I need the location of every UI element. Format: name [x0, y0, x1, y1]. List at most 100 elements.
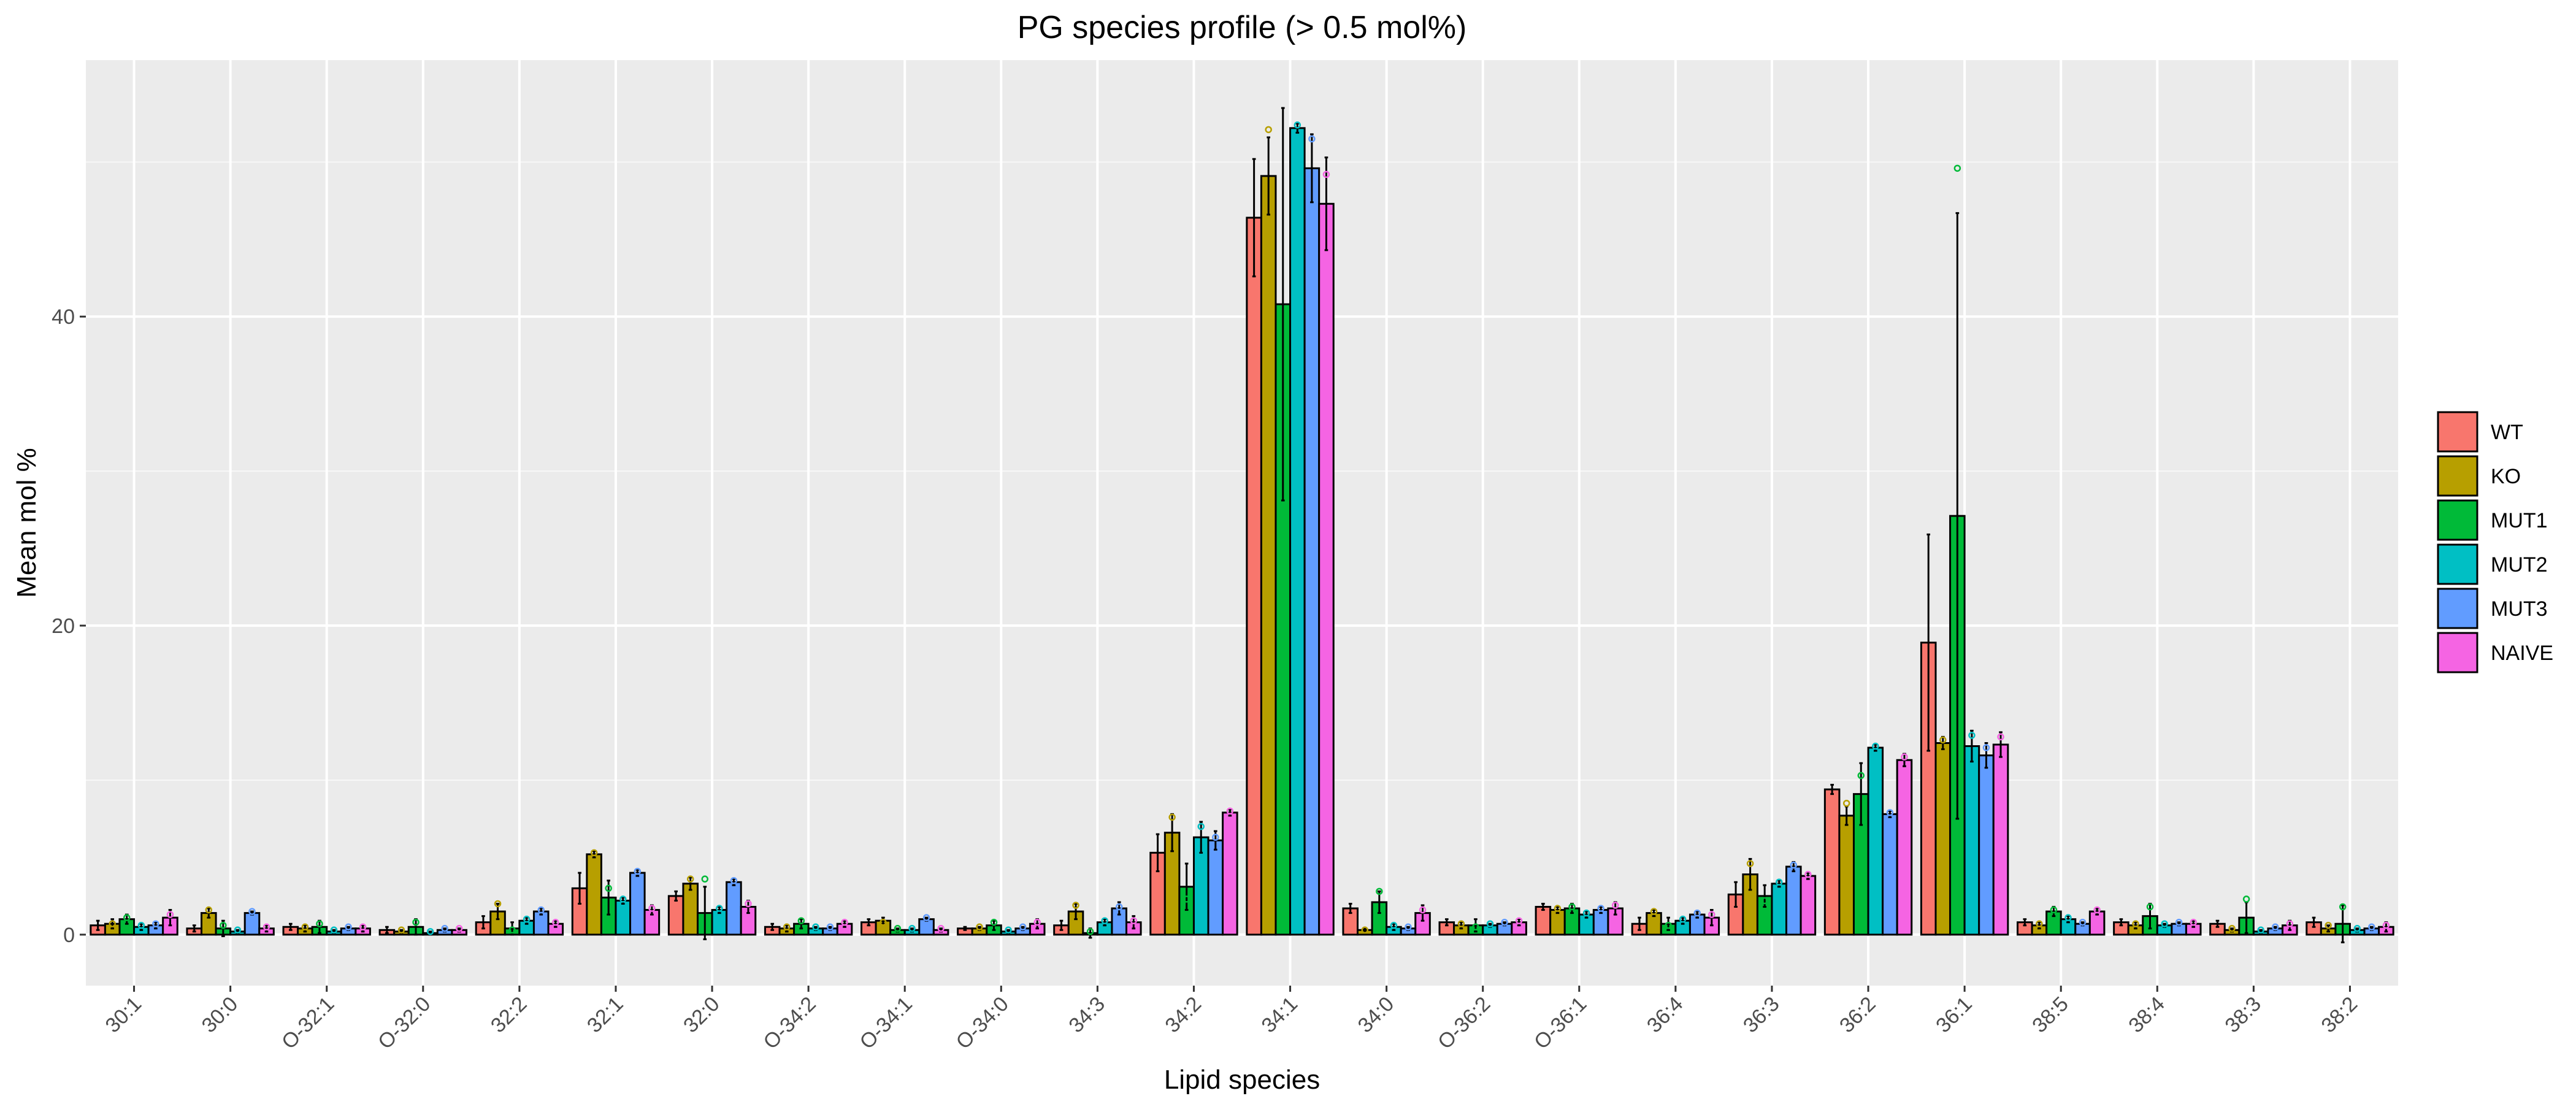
data-point: [2050, 906, 2058, 914]
chart-title: PG species profile (> 0.5 mol%): [1018, 10, 1467, 45]
error-bar: [303, 924, 307, 933]
data-point: [1361, 926, 1369, 934]
data-point: [1265, 126, 1272, 134]
data-point: [745, 900, 752, 908]
error-bar: [2340, 904, 2345, 943]
x-tick-label: O-34:2: [759, 992, 820, 1054]
legend-label: MUT3: [2491, 597, 2548, 621]
data-point: [922, 914, 930, 921]
error-bar: [1830, 784, 1834, 795]
bar: [629, 872, 646, 936]
x-tick-label: 34:0: [1354, 992, 1399, 1038]
legend-label: MUT2: [2491, 553, 2548, 577]
error-bar: [1310, 133, 1314, 204]
error-bar: [1777, 880, 1781, 888]
error-bar: [539, 907, 543, 916]
data-point: [2036, 920, 2043, 927]
data-point: [894, 925, 902, 932]
data-point: [1486, 920, 1494, 927]
data-points-layer: [109, 121, 2390, 935]
bar: [1867, 746, 1884, 936]
data-point: [2146, 903, 2154, 911]
error-bar: [2191, 919, 2196, 928]
x-tick-label: O-34:1: [855, 992, 916, 1054]
legend-key: [2437, 411, 2478, 453]
data-point: [1390, 922, 1398, 929]
data-point: [109, 920, 116, 927]
error-bar: [1555, 906, 1560, 914]
error-bar: [1806, 872, 1810, 880]
error-bar: [1444, 918, 1449, 927]
error-bar: [2037, 921, 2041, 930]
error-bar: [867, 918, 871, 927]
data-point: [1322, 171, 1330, 178]
error-bar: [1378, 890, 1381, 914]
data-point: [1183, 895, 1190, 903]
data-point: [812, 923, 819, 931]
data-point: [2079, 918, 2087, 926]
error-bar: [96, 919, 100, 931]
error-bar: [732, 878, 736, 886]
bar: [1289, 127, 1306, 936]
error-bar: [154, 921, 158, 930]
x-tick-label: 38:2: [2317, 992, 2362, 1038]
error-bar: [481, 915, 485, 930]
data-point: [1997, 733, 2004, 741]
data-point: [1005, 926, 1012, 934]
data-point: [1939, 736, 1947, 744]
data-point: [1308, 135, 1316, 143]
data-point: [2353, 925, 2361, 932]
data-point: [234, 926, 242, 934]
error-bar: [1324, 156, 1328, 251]
error-bar: [1681, 916, 1685, 925]
error-bar: [843, 919, 846, 928]
data-point: [1611, 902, 1619, 909]
error-bar: [963, 926, 967, 931]
bar: [1318, 202, 1335, 936]
x-tick-label: 34:3: [1064, 992, 1110, 1038]
data-point: [841, 918, 848, 926]
data-point: [263, 923, 270, 931]
data-point: [1168, 813, 1176, 821]
data-point: [1968, 732, 1976, 739]
error-bar: [1999, 731, 2003, 758]
data-point: [1457, 920, 1465, 927]
grid-minor: [86, 161, 2398, 781]
error-bar: [1926, 533, 1931, 752]
error-bar: [553, 919, 558, 928]
data-point: [2242, 895, 2250, 903]
legend-key: [2437, 632, 2478, 673]
data-point: [590, 849, 598, 857]
error-bar: [1584, 910, 1589, 919]
error-bar: [192, 924, 196, 933]
error-bar: [1392, 922, 1396, 931]
error-bar: [784, 924, 789, 933]
data-point: [1554, 905, 1562, 912]
error-bar: [361, 924, 365, 933]
data-point: [166, 911, 174, 918]
data-point: [137, 922, 145, 929]
legend-key: [2437, 499, 2478, 541]
x-tick-label: 34:1: [1257, 992, 1303, 1038]
bar: [1992, 743, 2009, 936]
bar: [1896, 759, 1913, 936]
bar: [615, 899, 632, 936]
bar: [1303, 167, 1321, 936]
data-point: [1472, 923, 1479, 931]
y-axis: 0 20 40: [52, 305, 86, 947]
error-bar: [1363, 927, 1367, 933]
data-point: [316, 920, 323, 927]
data-point: [1746, 860, 1754, 867]
error-bar: [1888, 810, 1892, 818]
data-point: [552, 918, 559, 926]
x-axis: 30:1 30:0 O-32:1 O-32:0 32:2 32:1 32:0 O-34:2 O-…: [101, 986, 2362, 1054]
data-point: [2161, 920, 2168, 927]
error-bar: [2023, 918, 2027, 927]
data-point: [220, 922, 227, 929]
legend-key: [2437, 588, 2478, 629]
data-point: [330, 926, 338, 934]
error-bar: [385, 926, 389, 934]
data-point: [1568, 903, 1576, 911]
data-point: [494, 900, 502, 908]
